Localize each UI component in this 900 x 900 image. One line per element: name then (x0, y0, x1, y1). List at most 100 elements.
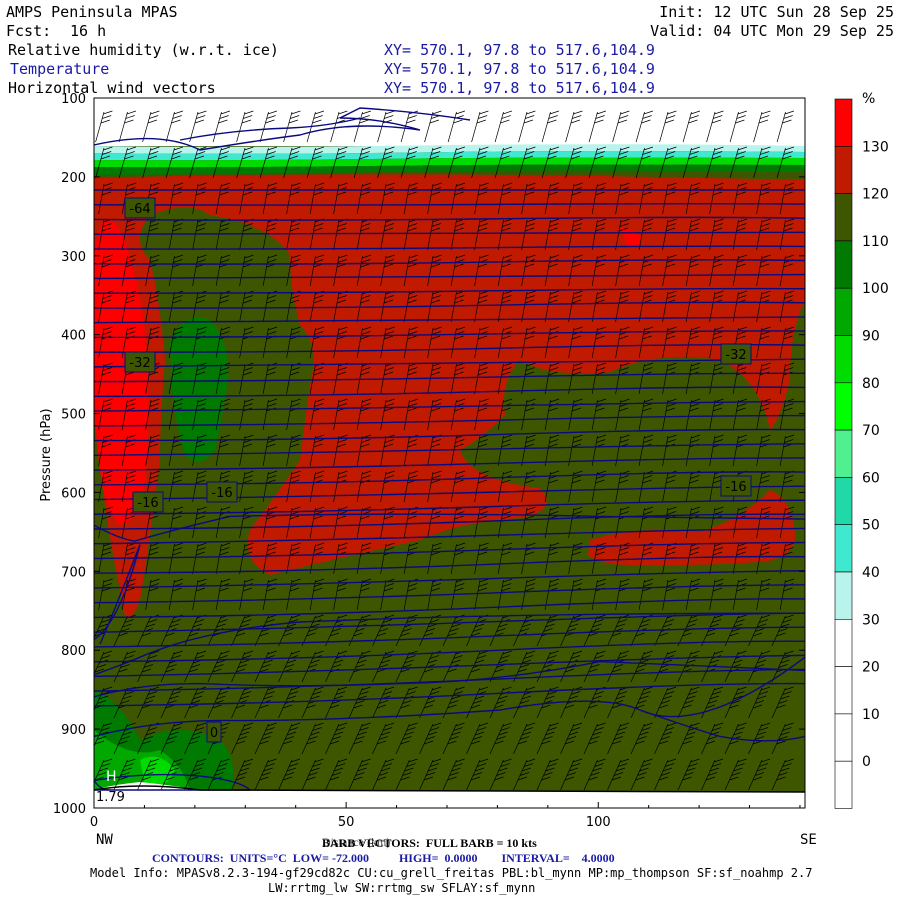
wind-barb (474, 542, 489, 575)
wind-barb (356, 182, 372, 215)
wind-barb (145, 470, 160, 503)
wind-barb (497, 254, 513, 287)
wind-barb (588, 110, 607, 143)
wind-barb (779, 542, 795, 575)
wind-barb (395, 650, 418, 683)
wind-barb (278, 722, 301, 755)
wind-barb (262, 542, 278, 575)
wind-barb (427, 290, 442, 323)
wind-barb (262, 254, 278, 287)
field-rh-xy: XY= 570.1, 97.8 to 517.6,104.9 (384, 41, 655, 59)
surface-value: 1.79 (96, 790, 125, 805)
wind-barb (732, 182, 748, 215)
colorbar-swatch (834, 713, 853, 762)
wind-barb (474, 578, 489, 611)
wind-barb (568, 290, 583, 323)
wind-barb (638, 506, 654, 539)
wind-barb (568, 470, 583, 503)
wind-barb (192, 182, 207, 215)
wind-barb (189, 146, 207, 179)
wind-barb (583, 758, 606, 791)
wind-barb (474, 182, 489, 215)
wind-barb (638, 470, 654, 503)
wind-barb (442, 686, 465, 719)
wind-barb (168, 326, 184, 359)
wind-barb (372, 686, 395, 719)
colorbar-swatch (834, 477, 853, 525)
wind-barb (450, 326, 466, 359)
wind-barb (607, 722, 630, 755)
wind-barb (403, 542, 419, 575)
wind-barb (262, 398, 278, 431)
wind-barb (309, 182, 325, 215)
wind-barb (615, 254, 630, 287)
wind-barb (756, 290, 771, 323)
wind-barb (654, 722, 677, 755)
wind-barb (474, 218, 489, 251)
wind-barb (615, 578, 630, 611)
wind-barb (95, 146, 113, 179)
wind-barb (544, 542, 560, 575)
wind-barb (286, 542, 301, 575)
wind-barb (353, 110, 372, 143)
wind-barb (776, 146, 795, 179)
wind-barb (607, 758, 630, 791)
wind-barb (395, 614, 418, 647)
wind-barb (591, 398, 607, 431)
wind-barb (145, 434, 160, 467)
rh-fill-dark-red (94, 174, 805, 618)
wind-barb (732, 434, 748, 467)
rh-field (94, 98, 805, 808)
wind-barb (748, 722, 771, 755)
wind-barb (568, 326, 583, 359)
wind-barb (466, 758, 489, 791)
wind-barb (591, 506, 607, 539)
rh-fill-top-darkgreen (94, 164, 805, 175)
temperature-contour (94, 428, 805, 442)
temperature-contour (94, 301, 805, 309)
wind-barb (254, 722, 277, 755)
wind-barb (568, 218, 583, 251)
wind-barb (278, 650, 301, 683)
wind-barb (638, 434, 654, 467)
wind-barb (568, 362, 583, 395)
colorbar-swatch (834, 618, 853, 667)
wind-barb (471, 110, 489, 143)
wind-barb (709, 506, 724, 539)
wind-barb (286, 398, 301, 431)
temperature-contour (94, 330, 805, 339)
wind-barb (497, 542, 513, 575)
wind-barb (521, 362, 536, 395)
wind-barb (497, 218, 513, 251)
wind-barb (638, 362, 654, 395)
wind-barb (638, 218, 654, 251)
plot-frame (93, 97, 806, 809)
temperature-contour (94, 555, 805, 574)
wind-barb (732, 578, 748, 611)
wind-barb (685, 506, 701, 539)
wind-barb (536, 614, 559, 647)
ground-line (93, 785, 806, 793)
wind-barb (192, 470, 207, 503)
wind-barb (325, 758, 348, 791)
barb-legend: BARB VECTORS: FULL BARB = 10 kts (322, 836, 537, 850)
wind-barb (309, 506, 325, 539)
contour-label: -32 (129, 356, 150, 371)
temperature-contour (94, 541, 805, 560)
wind-barb (748, 650, 771, 683)
colorbar-label: 30 (862, 612, 880, 628)
colorbar-label: 70 (862, 423, 880, 439)
wind-barb (709, 362, 724, 395)
wind-barb (521, 326, 536, 359)
temperature-contour (94, 216, 805, 221)
wind-barb (685, 326, 701, 359)
wind-barb (356, 578, 372, 611)
wind-barb (333, 182, 348, 215)
wind-barb (98, 506, 113, 539)
wind-barb (189, 110, 207, 143)
contour-label: -64 (129, 202, 150, 217)
wind-barb (677, 614, 700, 647)
wind-barb (753, 110, 771, 143)
wind-barb (192, 398, 207, 431)
wind-barb (231, 650, 254, 683)
